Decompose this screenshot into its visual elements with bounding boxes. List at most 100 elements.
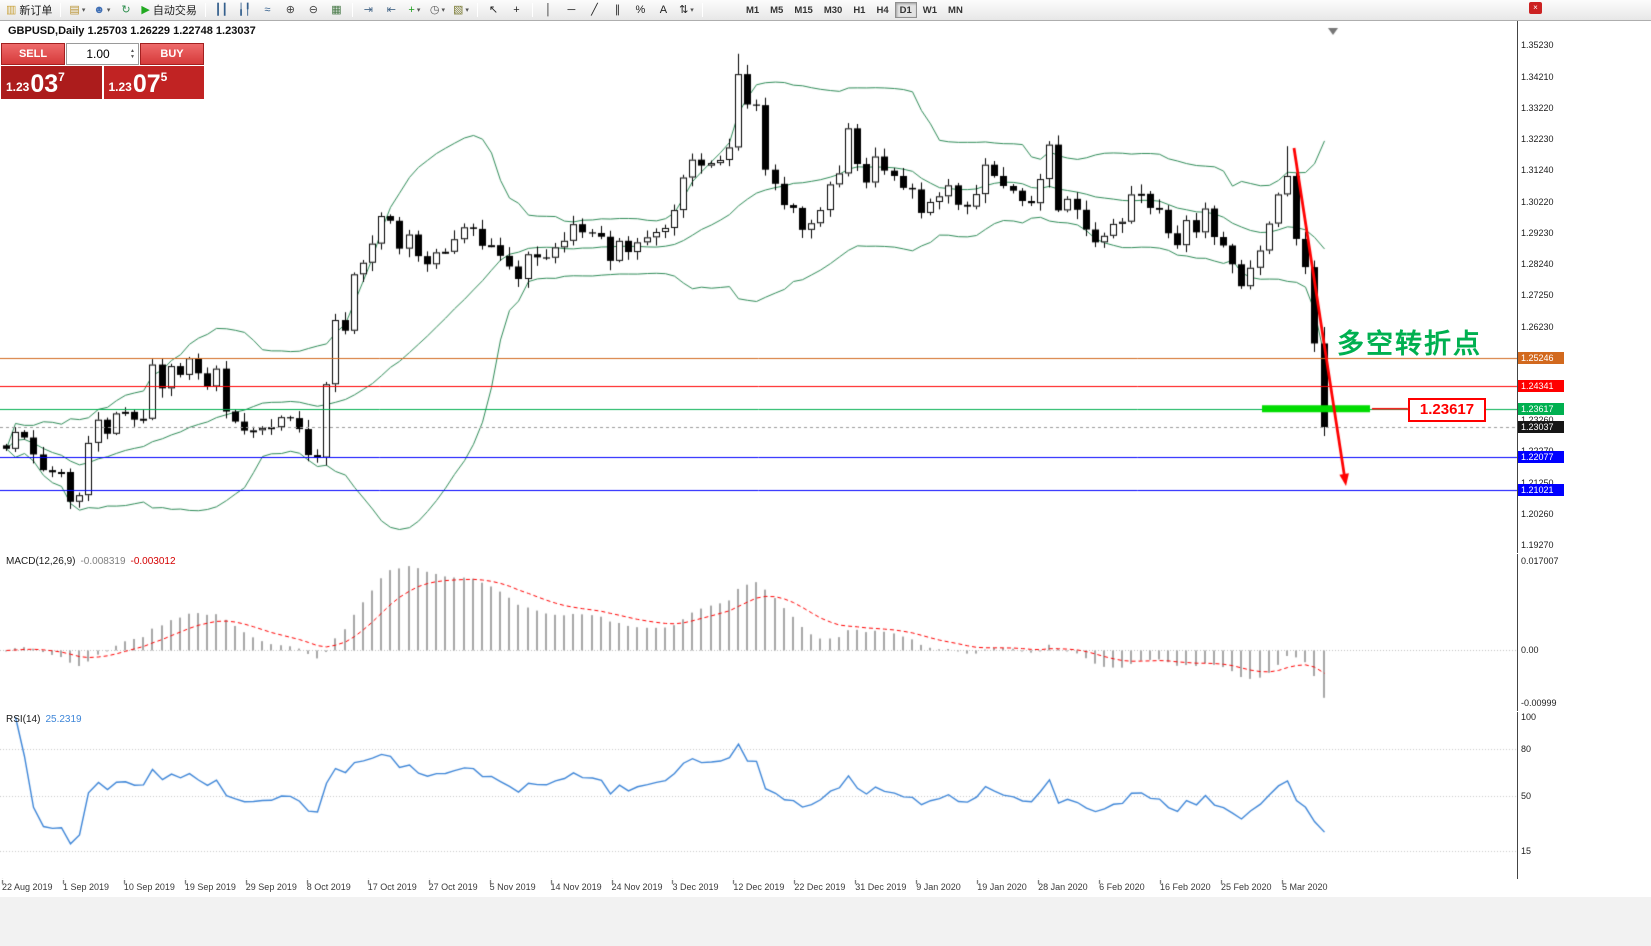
equidistant-channel-icon: ∥ [614,3,621,16]
price-axis-label: 1.35230 [1521,40,1554,50]
candlestick-chart-icon: ╽╿ [237,3,252,16]
price-axis-label: 1.29230 [1521,227,1554,238]
chart-canvas[interactable] [0,20,1517,897]
candlestick-chart-button[interactable]: ╽╿ [233,2,256,19]
timeframe-m15-button[interactable]: M15 [794,4,813,16]
tile-windows-button[interactable]: ▦ [325,2,348,19]
line-chart-button[interactable]: ≈ [256,2,279,19]
date-axis-label: 1 Sep 2019 [62,882,109,892]
toolbar-separator [204,3,206,17]
new-order-icon: ▥ [6,3,17,16]
date-axis-label: 28 Jan 2020 [1038,882,1088,892]
new-chart-icon: ▤ [69,3,80,16]
zoom-out-icon: ⊖ [308,3,318,16]
horizontal-line-button[interactable]: ─ [560,2,583,19]
text-button[interactable]: A [652,2,675,19]
zoom-in-icon: ⊕ [285,3,295,16]
new-order-label: 新订单 [19,5,53,17]
fibonacci-button[interactable]: % [629,2,652,19]
cursor-button[interactable]: ↖ [482,2,505,19]
refresh-button[interactable]: ↻ [114,2,137,19]
periods-button[interactable]: ◷ ▾ [426,2,449,19]
buy-price-panel[interactable]: 1.23 07 5 [103,66,204,99]
panel-separator-rsi[interactable] [0,711,1565,712]
refresh-icon: ↻ [121,3,131,16]
macd-value-signal: -0.003012 [130,556,176,567]
crosshair-button[interactable]: + [505,2,528,19]
price-axis-label: 1.31240 [1521,164,1554,175]
buy-price-sup: 5 [160,70,168,84]
profiles-button[interactable]: ☻ ▾ [89,2,114,19]
buy-price-big: 07 [132,70,161,98]
periods-icon: ◷ [429,3,440,16]
zoom-out-button[interactable]: ⊖ [302,2,325,19]
new-order-button[interactable]: ▥ 新订单 [2,2,56,19]
rsi-value: 25.2319 [45,714,82,725]
timeframe-toolbar: M1 M5 M15 M30 H1 H4 D1 W1 MN [741,2,968,18]
date-axis-label: 22 Aug 2019 [2,882,53,892]
timeframe-m1-button[interactable]: M1 [745,4,760,16]
date-axis-label: 27 Oct 2019 [428,882,478,892]
date-axis-label: 14 Nov 2019 [550,882,602,892]
sell-price-big: 03 [30,70,59,98]
bar-chart-icon: ┃┃ [214,3,229,16]
date-axis-border [0,879,1565,880]
chart-shift-button[interactable]: ⇤ [380,2,403,19]
toolbar: ▥ 新订单 ▤ ▾ ☻ ▾ ↻ ▶ 自动交易 ┃┃ ╽╿ ≈ ⊕ ⊖ ▦ ⇥ ⇤ + ▾ ◷ ▾ ▧ ▾ ↖ + │ ─ ╱ ∥% A ⇅ ▾… [0,0,1651,21]
indicators-button[interactable]: + ▾ [403,2,426,19]
sell-price-base: 1.23 [6,80,30,94]
price-axis-border [1517,20,1518,879]
spinner-down-icon[interactable]: ▼ [130,54,135,60]
vertical-line-button[interactable]: │ [537,2,560,19]
templates-button[interactable]: ▧ ▾ [449,2,473,19]
date-axis-label: 9 Jan 2020 [916,882,961,892]
macd-axis-label: 0.00 [1521,645,1539,656]
autotrading-icon: ▶ [141,3,150,16]
price-axis-label: 1.30220 [1521,196,1554,207]
timeframe-m5-button[interactable]: M5 [770,4,784,16]
timeframe-mn-button[interactable]: MN [948,4,963,16]
trendline-button[interactable]: ╱ [583,2,606,19]
chart-shift-icon: ⇤ [386,3,396,16]
sell-button[interactable]: SELL [1,43,65,65]
panel-separator-macd[interactable] [0,553,1565,554]
autotrading-button[interactable]: ▶ 自动交易 [137,2,200,19]
timeframe-w1-button[interactable]: W1 [922,4,938,16]
price-axis-label: 1.33220 [1521,102,1554,113]
volume-spinner[interactable]: ▲ ▼ [128,45,137,63]
bar-chart-button[interactable]: ┃┃ [210,2,233,19]
timeframe-d1-button[interactable]: D1 [894,2,917,18]
macd-axis-label: -0.00999 [1521,698,1557,708]
date-axis-label: 19 Jan 2020 [977,882,1027,892]
sell-price-panel[interactable]: 1.23 03 7 [1,66,102,99]
price-axis-label: 1.21250 [1521,477,1554,488]
profiles-icon: ☻ [93,3,105,16]
zoom-in-button[interactable]: ⊕ [279,2,302,19]
auto-scroll-button[interactable]: ⇥ [357,2,380,19]
date-axis-label: 6 Feb 2020 [1099,882,1145,892]
buy-button[interactable]: BUY [140,43,204,65]
price-axis-label: 1.27250 [1521,289,1554,300]
timeframe-h1-button[interactable]: H1 [853,4,866,16]
equidistant-channel-button[interactable]: ∥ [606,2,629,19]
rsi-axis-label: 80 [1521,743,1532,754]
volume-field[interactable]: ▲ ▼ [66,43,139,65]
arrows-button[interactable]: ⇅ ▾ [675,2,698,19]
text-icon: A [659,3,668,16]
window-close-icon[interactable]: × [1529,2,1542,14]
timeframe-m30-button[interactable]: M30 [823,4,843,16]
chevron-down-icon: ▾ [441,7,446,14]
fibonacci-icon: % [635,3,646,16]
volume-input[interactable] [67,44,138,64]
spinner-up-icon[interactable]: ▲ [130,48,135,54]
timeframe-h4-button[interactable]: H4 [876,4,889,16]
bottom-margin [0,897,1651,946]
new-chart-button[interactable]: ▤ ▾ [65,2,89,19]
crosshair-icon: + [513,3,520,16]
price-axis-label: 1.20260 [1521,508,1554,519]
chevron-down-icon: ▾ [465,7,469,14]
chart-ohlc-header: GBPUSD,Daily 1.25703 1.26229 1.22748 1.2… [8,25,256,37]
toolbar-separator [351,3,353,17]
price-callout: 1.23617 [1408,398,1486,422]
buy-price-base: 1.23 [108,80,132,94]
